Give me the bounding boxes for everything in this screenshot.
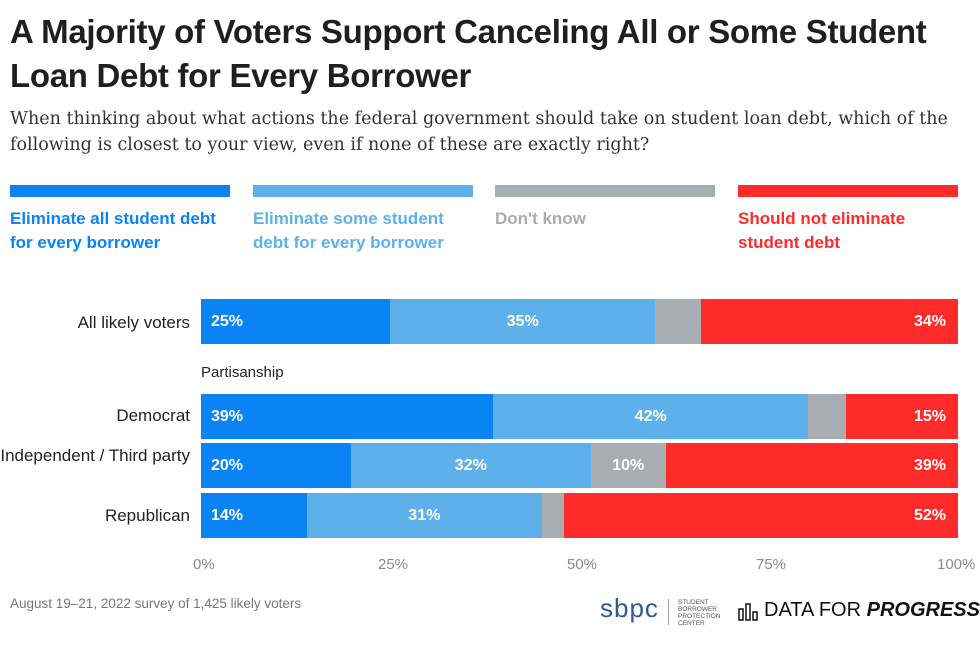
- data-label-not: 39%: [913, 457, 946, 474]
- bar-segment-not: [700, 299, 958, 344]
- data-label-all: 20%: [211, 457, 244, 474]
- dfp-prefix: DATA FOR: [764, 599, 867, 621]
- data-label-all: 39%: [211, 408, 244, 425]
- bar-segment-not: [665, 443, 958, 488]
- bar-row-republican: 14% 31% 52%: [201, 493, 958, 538]
- data-label-not: 52%: [913, 507, 946, 524]
- data-label-some: 31%: [408, 507, 441, 524]
- bar-segment-all: [201, 394, 494, 439]
- bar-segment-not: [845, 394, 958, 439]
- bar-segment-all: [201, 493, 307, 538]
- legend-item-dontknow: Don't know: [495, 185, 715, 231]
- category-label-all-voters: All likely voters: [77, 313, 190, 332]
- data-label-some: 42%: [634, 408, 667, 425]
- group-label-partisanship: Partisanship: [201, 364, 284, 381]
- bar-segment-dontknow: [541, 493, 565, 538]
- category-label-democrat: Democrat: [116, 406, 190, 425]
- bar-segment-all: [201, 299, 391, 344]
- bar-segment-some: [306, 493, 542, 538]
- data-label-not: 34%: [913, 313, 946, 330]
- category-label-republican: Republican: [104, 506, 190, 525]
- data-label-all: 25%: [211, 313, 244, 330]
- category-label-independent: Independent / Third party: [0, 446, 190, 465]
- x-tick-0: 0%: [193, 556, 215, 573]
- x-tick-50: 50%: [567, 556, 598, 573]
- bar-segment-all: [201, 443, 351, 488]
- bar-segment-some: [390, 299, 656, 344]
- data-label-some: 32%: [454, 457, 487, 474]
- x-tick-25: 25%: [378, 556, 409, 573]
- bar-segment-some: [350, 443, 591, 488]
- legend-label-some: Eliminate some student debt for every bo…: [253, 209, 444, 252]
- legend-item-all: Eliminate all student debt for every bor…: [10, 185, 230, 255]
- bar-segment-dontknow: [655, 299, 701, 344]
- bar-segment-dontknow: [808, 394, 846, 439]
- legend-swatch-some: [253, 185, 473, 197]
- legend-item-some: Eliminate some student debt for every bo…: [253, 185, 473, 255]
- dfp-wordmark: DATA FOR PROGRESS: [764, 599, 980, 622]
- x-tick-75: 75%: [756, 556, 787, 573]
- bar-segment-not: [564, 493, 958, 538]
- sbpc-subtext: STUDENT BORROWER PROTECTION CENTER: [678, 599, 721, 627]
- bar-segment-some: [493, 394, 809, 439]
- sbpc-wordmark: sbpc: [600, 593, 659, 623]
- bar-row-democrat: 39% 42% 15%: [201, 394, 958, 439]
- data-label-dontknow: 10%: [612, 457, 645, 474]
- x-tick-100: 100%: [937, 556, 976, 573]
- bar-row-all-voters: 25% 35% 34%: [201, 299, 958, 344]
- legend-item-not: Should not eliminate student debt: [738, 185, 958, 255]
- chart-title: A Majority of Voters Support Canceling A…: [10, 13, 927, 94]
- data-label-some: 35%: [506, 313, 539, 330]
- bar-row-independent: 20% 32% 10% 39%: [201, 443, 958, 488]
- bar-chart-icon: [738, 603, 758, 621]
- bar-segment-dontknow: [590, 443, 666, 488]
- legend-label-all: Eliminate all student debt for every bor…: [10, 209, 216, 252]
- legend-swatch-dontknow: [495, 185, 715, 197]
- legend-swatch-all: [10, 185, 230, 197]
- chart-subtitle: When thinking about what actions the fed…: [10, 109, 948, 155]
- sbpc-divider: [668, 599, 669, 625]
- data-label-not: 15%: [913, 408, 946, 425]
- legend-swatch-not: [738, 185, 958, 197]
- legend-label-dontknow: Don't know: [495, 209, 586, 228]
- data-label-all: 14%: [211, 507, 244, 524]
- dfp-emphasis: PROGRESS: [866, 599, 980, 621]
- survey-footnote: August 19–21, 2022 survey of 1,425 likel…: [10, 596, 302, 611]
- legend-label-not: Should not eliminate student debt: [738, 209, 906, 252]
